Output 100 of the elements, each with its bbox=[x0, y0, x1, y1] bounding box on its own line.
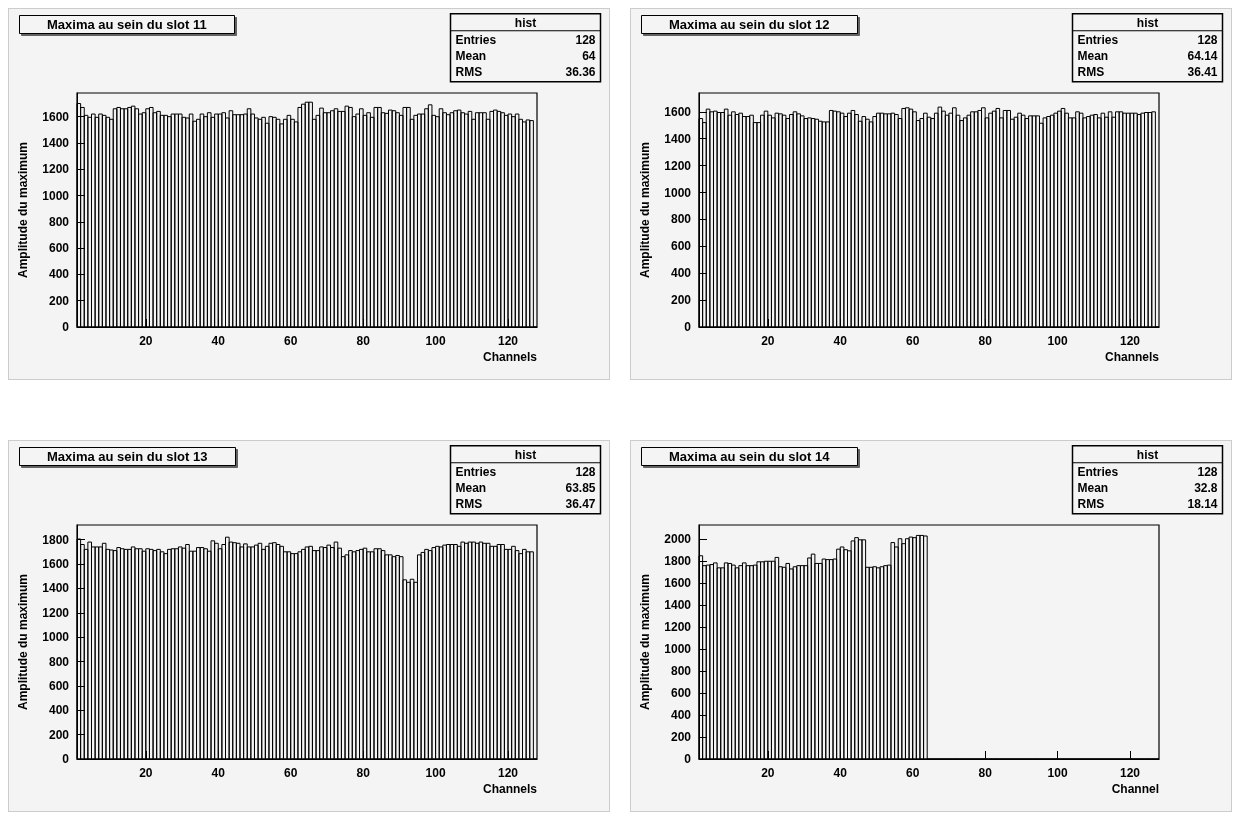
x-tick-label: 100 bbox=[1047, 334, 1068, 348]
text: RMS bbox=[1077, 496, 1105, 511]
text: 36.41 bbox=[1187, 64, 1218, 79]
text: Mean bbox=[455, 480, 487, 495]
x-tick-label: 120 bbox=[498, 766, 519, 780]
text: Mean bbox=[1077, 480, 1109, 495]
x-tick-label: 100 bbox=[1047, 766, 1068, 780]
x-tick-label: 100 bbox=[425, 766, 446, 780]
y-tick-label: 1800 bbox=[664, 554, 692, 569]
y-tick-label: 400 bbox=[48, 703, 70, 718]
y-tick-label: 1400 bbox=[42, 581, 70, 596]
text: 32.8 bbox=[1194, 480, 1218, 495]
chart-title: Maxima au sein du slot 13 bbox=[47, 449, 208, 464]
x-tick-label: 80 bbox=[978, 334, 993, 348]
y-tick-label: 400 bbox=[48, 267, 70, 282]
text: 36.36 bbox=[565, 64, 596, 79]
text: 128 bbox=[1197, 32, 1218, 47]
x-tick-label: 80 bbox=[978, 766, 993, 780]
x-tick-label: 80 bbox=[356, 334, 371, 348]
text: 64.14 bbox=[1187, 48, 1218, 63]
text: hist bbox=[1136, 447, 1159, 462]
x-axis-title: Channels bbox=[1104, 350, 1160, 364]
y-tick-label: 0 bbox=[684, 752, 692, 766]
y-tick-label: 1400 bbox=[42, 135, 70, 150]
y-tick-label: 600 bbox=[48, 678, 70, 693]
chart-title: Maxima au sein du slot 11 bbox=[47, 17, 207, 32]
y-tick-label: 1200 bbox=[42, 162, 70, 177]
text: hist bbox=[514, 15, 537, 30]
text: 63.85 bbox=[565, 480, 596, 495]
y-tick-label: 1000 bbox=[664, 185, 692, 200]
text: Entries bbox=[455, 464, 497, 479]
y-tick-label: 1400 bbox=[664, 598, 692, 613]
x-tick-label: 120 bbox=[1120, 334, 1141, 348]
y-tick-label: 600 bbox=[670, 686, 692, 701]
x-tick-label: 60 bbox=[284, 766, 298, 780]
text: 128 bbox=[575, 464, 596, 479]
y-tick-label: 1200 bbox=[664, 158, 692, 173]
y-tick-label: 800 bbox=[48, 654, 70, 669]
y-tick-label: 400 bbox=[670, 266, 692, 281]
y-axis-title: Amplitude du maximum bbox=[638, 141, 652, 279]
x-tick-label: 20 bbox=[761, 766, 775, 780]
y-tick-label: 1000 bbox=[42, 630, 70, 645]
y-tick-label: 0 bbox=[62, 320, 70, 334]
text: Mean bbox=[1077, 48, 1109, 63]
y-tick-label: 1800 bbox=[42, 532, 70, 547]
chart-title: Maxima au sein du slot 14 bbox=[669, 449, 831, 464]
y-tick-label: 1600 bbox=[42, 109, 70, 124]
y-tick-label: 800 bbox=[670, 664, 692, 679]
text: Entries bbox=[1077, 32, 1119, 47]
text: RMS bbox=[455, 64, 483, 79]
x-tick-label: 80 bbox=[356, 766, 371, 780]
x-axis-title: Channels bbox=[482, 350, 538, 364]
y-tick-label: 1600 bbox=[664, 104, 692, 119]
y-tick-label: 1600 bbox=[42, 557, 70, 571]
x-tick-label: 120 bbox=[1120, 766, 1141, 780]
x-tick-label: 40 bbox=[211, 766, 226, 780]
y-axis-title: Amplitude du maximum bbox=[638, 573, 652, 711]
x-tick-label: 20 bbox=[761, 334, 775, 348]
text: 36.47 bbox=[565, 496, 596, 511]
x-tick-label: 100 bbox=[425, 334, 446, 348]
y-tick-label: 600 bbox=[48, 241, 70, 256]
y-tick-label: 1000 bbox=[42, 188, 70, 203]
y-axis-title: Amplitude du maximum bbox=[16, 573, 30, 711]
y-tick-label: 400 bbox=[670, 708, 692, 723]
text: Entries bbox=[455, 32, 497, 47]
y-tick-label: 2000 bbox=[664, 532, 692, 547]
y-tick-label: 0 bbox=[62, 752, 70, 766]
x-tick-label: 40 bbox=[833, 334, 848, 348]
chart-title: Maxima au sein du slot 12 bbox=[669, 17, 830, 32]
text: hist bbox=[514, 447, 537, 462]
y-tick-label: 1000 bbox=[664, 642, 692, 657]
y-tick-label: 800 bbox=[670, 212, 692, 227]
x-axis-title: Channels bbox=[482, 782, 538, 796]
x-tick-label: 120 bbox=[498, 334, 519, 348]
y-tick-label: 600 bbox=[670, 239, 692, 254]
y-tick-label: 200 bbox=[670, 293, 692, 308]
y-tick-label: 200 bbox=[670, 730, 692, 745]
x-tick-label: 20 bbox=[139, 766, 153, 780]
x-tick-label: 20 bbox=[139, 334, 153, 348]
y-tick-label: 1200 bbox=[664, 620, 692, 635]
text: hist bbox=[1136, 15, 1159, 30]
x-tick-label: 60 bbox=[284, 334, 298, 348]
y-tick-label: 200 bbox=[48, 727, 70, 742]
x-tick-label: 60 bbox=[906, 766, 920, 780]
x-axis-title: Channel bbox=[1111, 782, 1159, 796]
x-tick-label: 60 bbox=[906, 334, 920, 348]
text: RMS bbox=[1077, 64, 1105, 79]
y-tick-label: 1200 bbox=[42, 605, 70, 620]
y-tick-label: 200 bbox=[48, 293, 70, 308]
text: 64 bbox=[582, 48, 596, 63]
y-tick-label: 0 bbox=[684, 320, 692, 334]
y-tick-label: 1600 bbox=[664, 576, 692, 591]
text: 128 bbox=[575, 32, 596, 47]
text: Entries bbox=[1077, 464, 1119, 479]
x-tick-label: 40 bbox=[833, 766, 848, 780]
y-tick-label: 800 bbox=[48, 214, 70, 229]
y-axis-title: Amplitude du maximum bbox=[16, 141, 30, 279]
y-tick-label: 1400 bbox=[664, 131, 692, 146]
text: Mean bbox=[455, 48, 487, 63]
text: 128 bbox=[1197, 464, 1218, 479]
